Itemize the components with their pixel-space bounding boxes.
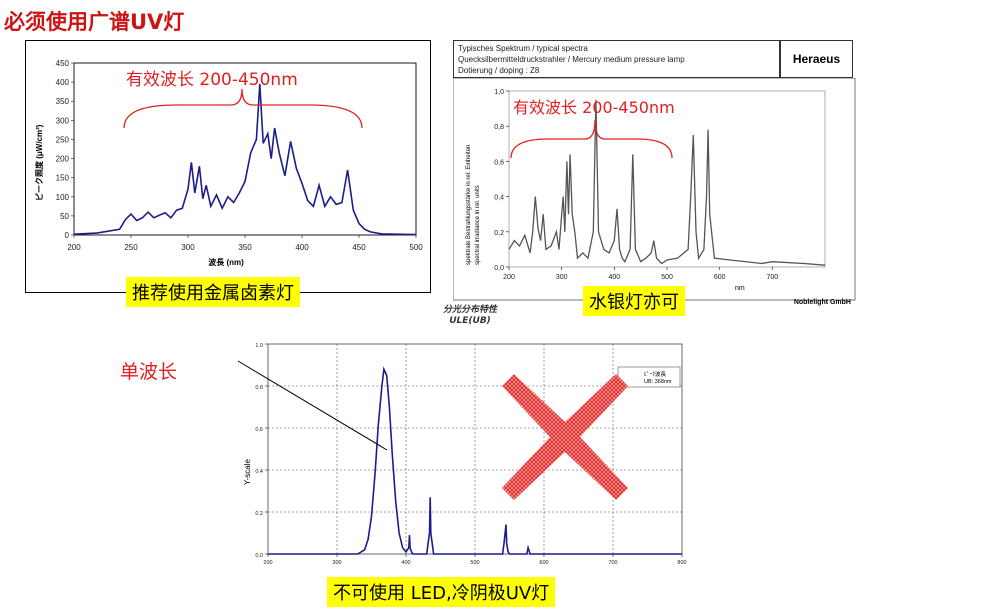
led-x-tick-label: 800 [677,560,686,566]
mercury-x-tick-label: 600 [714,274,726,281]
red-cross-icon [502,374,628,500]
metal-halide-y-tick-label: 50 [60,212,69,221]
page-title: 必须使用广谱UV灯 [4,10,185,34]
metal-halide-chart-panel: 200 250 300 350 400 450 500 0 50 100 150 200 250 300 3… [25,40,431,293]
header-line-3: Dotierung / doping : Z8 [458,66,540,75]
header-line-2: Quecksilbermitteldruckstrahler / Mercury… [458,55,685,64]
mercury-x-tick-label: 200 [503,274,515,281]
mercury-y-tick-label: 0,2 [494,230,504,237]
mercury-series-line [508,99,826,266]
metal-halide-y-tick-label: 300 [56,116,70,125]
metal-halide-caption: 推荐使用金属卤素灯 [126,277,300,307]
metal-halide-y-tick-label: 250 [56,135,70,144]
led-x-tick-label: 300 [332,560,341,566]
metal-halide-x-axis-label: 波長 (nm) [208,257,244,267]
led-y-tick-label: 0.8 [255,385,263,391]
brand-box: Heraeus [780,40,853,78]
bottom-chart-title-line-2: ULE(UB) [449,316,491,326]
single-wavelength-label: 单波长 [120,361,178,383]
mercury-y-tick-label: 0,8 [494,124,504,131]
metal-halide-chart: 200 250 300 350 400 450 500 0 50 100 150 200 250 300 3… [34,59,423,267]
bottom-chart-title: 分光分布特性 ULE(UB) [420,305,520,327]
metal-halide-y-tick-label: 400 [56,78,70,87]
led-y-tick-label: 0.6 [255,427,263,433]
bottom-chart-title-line-1: 分光分布特性 [442,305,497,315]
metal-halide-range-annotation: 有效波长 200-450nm [126,70,298,90]
metal-halide-x-tick-label: 450 [352,243,366,252]
mercury-x-tick-label: 300 [556,274,568,281]
led-caption: 不可使用 LED,冷阴极UV灯 [327,577,556,607]
led-y-axis-label: Y-scale [243,459,252,485]
mercury-y-tick-label: 0,6 [494,159,504,166]
mercury-y-tick-label: 0,0 [494,265,504,272]
led-y-tick-label: 1.0 [255,343,263,349]
mercury-x-tick-label: 700 [766,274,778,281]
mercury-range-annotation: 有效波长 200-450nm [513,98,675,117]
led-y-tick-label: 0.0 [255,553,263,559]
mercury-lamp-panel: Typisches Spektrum / typical spectra Que… [453,40,860,308]
metal-halide-y-tick-label: 150 [56,174,70,183]
led-legend-line-2: UB: 368nm [644,379,672,385]
metal-halide-y-tick-label: 350 [56,97,70,106]
effective-range-brace [123,88,363,129]
metal-halide-y-tick-label: 0 [65,231,70,240]
led-y-tick-label: 0.4 [255,469,263,475]
mercury-x-axis-label: nm [735,285,745,292]
led-x-tick-label: 200 [263,560,272,566]
metal-halide-x-tick-label: 350 [238,243,252,252]
mercury-y-tick-label: 0,4 [494,195,504,202]
spectrum-header-box: Typisches Spektrum / typical spectra Que… [453,40,780,78]
mercury-y-axis-label-de: spektrale Bestrahlungsstärke in rel. Ein… [466,145,472,265]
header-line-1: Typisches Spektrum / typical spectra [458,44,588,53]
mercury-caption: 水银灯亦可 [583,286,685,316]
metal-halide-x-tick-label: 300 [181,243,195,252]
metal-halide-x-tick-label: 500 [409,243,423,252]
mercury-x-tick-label: 400 [608,274,620,281]
led-x-tick-label: 500 [470,560,479,566]
mercury-y-axis-label-en: spectral irradiance in rel. units [475,185,481,265]
led-legend-line-1: ﾋﾟｰｸ波長 [644,370,667,378]
led-x-tick-label: 700 [608,560,617,566]
metal-halide-x-tick-label: 200 [67,243,81,252]
led-x-tick-label: 600 [539,560,548,566]
metal-halide-y-axis-label: ピーク照度 (μW/cm²) [34,124,44,201]
metal-halide-x-tick-label: 250 [124,243,138,252]
metal-halide-x-tick-label: 400 [295,243,309,252]
metal-halide-y-tick-label: 100 [56,193,70,202]
led-x-tick-label: 400 [401,560,410,566]
mercury-x-tick-label: 500 [661,274,673,281]
metal-halide-series-line [73,83,417,236]
metal-halide-y-tick-label: 200 [56,155,70,164]
mercury-y-tick-label: 1,0 [494,89,504,96]
footer-brand: Noblelight GmbH [794,299,851,306]
brand-logo: Heraeus [792,52,841,66]
led-y-tick-label: 0.2 [255,511,263,517]
mercury-effective-range-brace [510,119,673,159]
metal-halide-y-tick-label: 450 [56,59,70,68]
